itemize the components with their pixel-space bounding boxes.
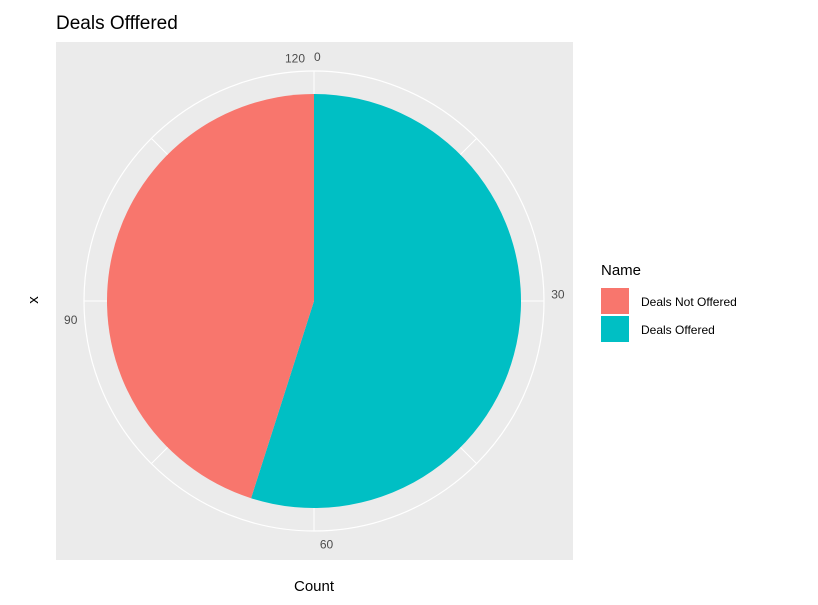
pie-slice-deals-offered — [251, 94, 522, 508]
legend-title: Name — [601, 262, 641, 279]
angle-tick-label: 90 — [64, 313, 78, 327]
legend-label-deals-offered: Deals Offered — [641, 323, 715, 337]
legend-label-deals-not-offered: Deals Not Offered — [641, 295, 737, 309]
x-axis-title: Count — [294, 578, 335, 595]
pie-slices — [107, 94, 522, 508]
angle-tick-label: 120 — [285, 51, 305, 65]
legend-swatch-deals-not-offered — [601, 288, 629, 314]
angle-tick-label: 0 — [314, 50, 321, 64]
chart-title: Deals Offfered — [56, 13, 178, 34]
pie-slice-deals-not-offered — [107, 94, 314, 499]
y-axis-title: x — [25, 296, 42, 304]
angle-tick-label: 60 — [320, 538, 334, 552]
angle-tick-label: 30 — [551, 288, 565, 302]
angle-ticks: 0 30 60 90 120 — [64, 50, 565, 552]
legend: Name Deals Not Offered Deals Offered — [601, 262, 737, 342]
legend-swatch-deals-offered — [601, 316, 629, 342]
